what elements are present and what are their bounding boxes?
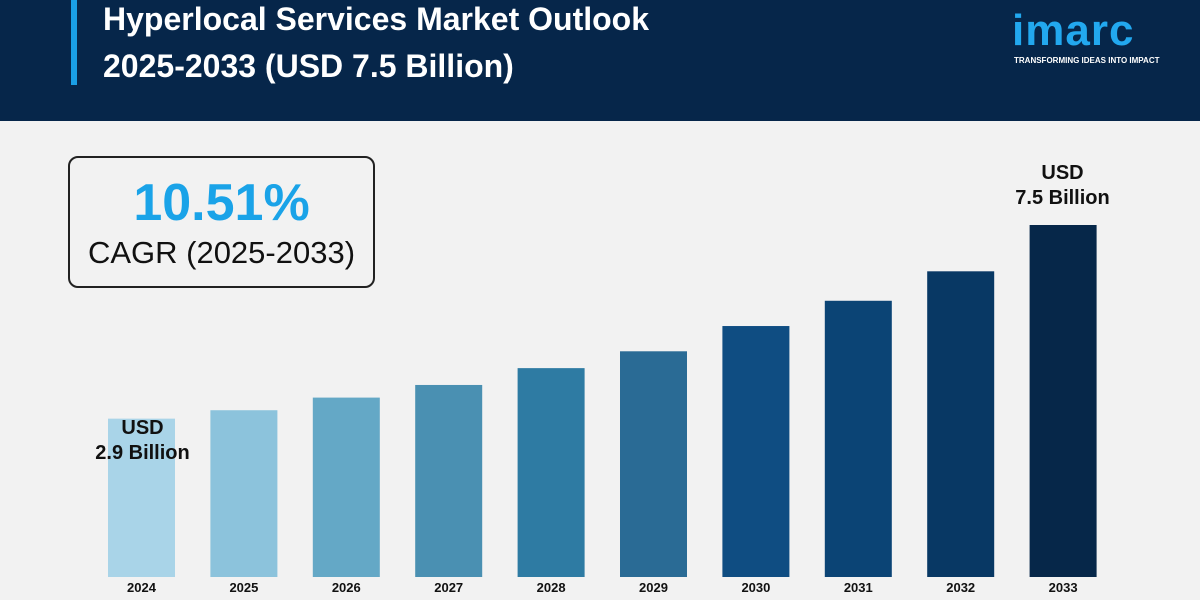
chart-title-line-1: Hyperlocal Services Market Outlook <box>103 1 649 37</box>
bar-2026 <box>312 397 380 577</box>
end-annotation-value: 7.5 Billion <box>1015 187 1110 209</box>
header-banner: Hyperlocal Services Market Outlook 2025-… <box>0 0 1200 121</box>
start-annotation-currency: USD <box>121 417 164 439</box>
logo-wordmark: imarc <box>1012 6 1135 55</box>
start-value-annotation: USD 2.9 Billion <box>75 416 210 466</box>
x-tick-label: 2024 <box>127 580 157 595</box>
end-annotation-currency: USD <box>1041 162 1084 184</box>
x-tick-label: 2025 <box>229 580 258 595</box>
x-tick-label: 2026 <box>332 580 361 595</box>
x-tick-label: 2030 <box>741 580 770 595</box>
imarc-logo: imarc TRANSFORMING IDEAS INTO IMPACT <box>1010 0 1170 70</box>
bar-2031 <box>824 300 892 577</box>
x-tick-label: 2027 <box>434 580 463 595</box>
logo-tagline: TRANSFORMING IDEAS INTO IMPACT <box>1014 56 1160 65</box>
bar-2032 <box>927 271 995 577</box>
cagr-box: 10.51% CAGR (2025-2033) <box>68 156 375 288</box>
end-value-annotation: USD 7.5 Billion <box>995 161 1130 211</box>
x-tick-label: 2028 <box>537 580 566 595</box>
cagr-value: 10.51% <box>133 174 310 232</box>
bar-2030 <box>722 326 790 577</box>
x-tick-label: 2031 <box>844 580 873 595</box>
bar-2028 <box>517 368 585 577</box>
bar-2027 <box>415 384 483 577</box>
bar-2029 <box>620 351 687 577</box>
start-annotation-value: 2.9 Billion <box>95 442 190 464</box>
x-tick-label: 2029 <box>639 580 668 595</box>
bar-2024 <box>108 418 175 577</box>
title-accent-bar <box>71 0 77 85</box>
bar-2025 <box>210 410 278 577</box>
x-tick-label: 2033 <box>1049 580 1078 595</box>
cagr-label: CAGR (2025-2033) <box>87 235 356 270</box>
chart-title-line-2: 2025-2033 (USD 7.5 Billion) <box>103 48 514 84</box>
bar-2033 <box>1029 225 1097 577</box>
x-tick-label: 2032 <box>946 580 975 595</box>
